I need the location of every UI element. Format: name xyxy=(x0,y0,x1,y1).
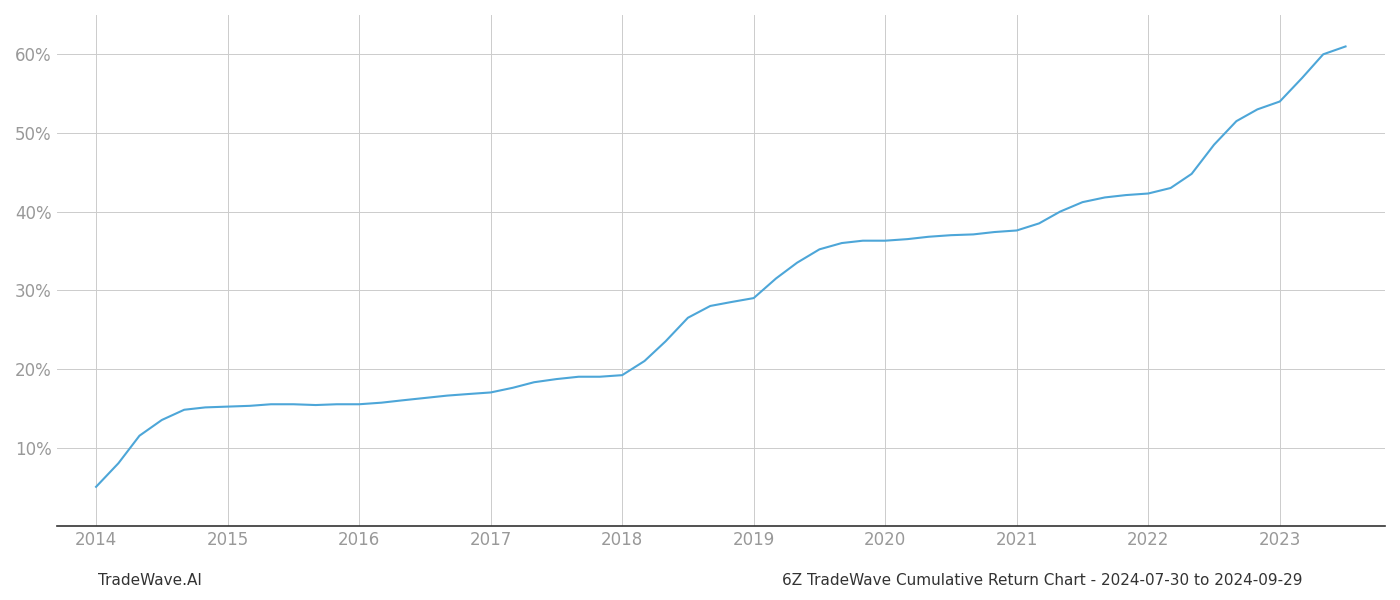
Text: TradeWave.AI: TradeWave.AI xyxy=(98,573,202,588)
Text: 6Z TradeWave Cumulative Return Chart - 2024-07-30 to 2024-09-29: 6Z TradeWave Cumulative Return Chart - 2… xyxy=(781,573,1302,588)
